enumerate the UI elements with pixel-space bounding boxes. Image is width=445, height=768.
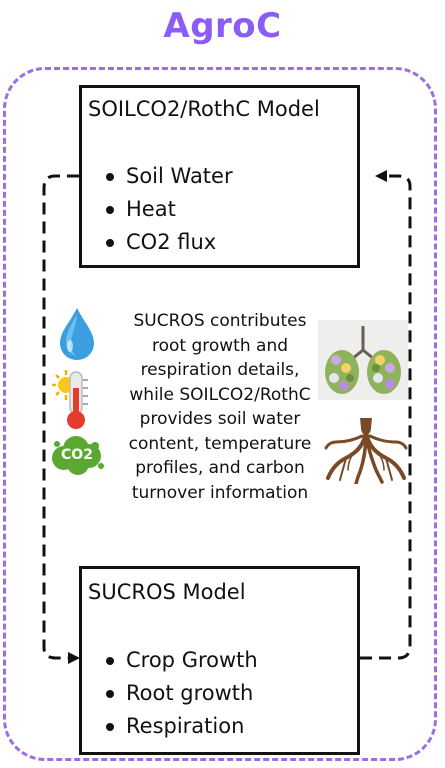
sucros-item-root: Root growth [102,677,258,710]
description-line: while SOILCO2/RothC [129,384,311,405]
arrow-sucros-to-soil [360,170,412,660]
agroc-frame [3,67,437,761]
soil-item-water: Soil Water [102,160,233,193]
sucros-model-list: Crop Growth Root growth Respiration [102,644,258,743]
soil-item-co2: CO2 flux [102,226,233,259]
soil-model-list: Soil Water Heat CO2 flux [102,160,233,259]
description-line: root growth and [151,335,289,356]
co2-icon-label: CO2 [61,447,93,463]
plant-lungs-icon [318,320,408,400]
co2-cloud-icon: CO2 [48,434,106,478]
sucros-model-box: SUCROS Model Crop Growth Root growth Res… [79,566,360,755]
description-line: turnover information [131,482,309,503]
diagram-title: AgroC [163,6,282,46]
description-line: SUCROS contributes [133,311,307,331]
roots-icon [324,418,408,484]
sucros-item-respiration: Respiration [102,710,258,743]
sucros-item-crop: Crop Growth [102,644,258,677]
sucros-model-title: SUCROS Model [88,580,246,604]
description-line: provides soil water [139,409,301,429]
soil-model-title: SOILCO2/RothC Model [88,97,320,121]
soil-model-box: SOILCO2/RothC Model Soil Water Heat CO2 … [79,85,360,268]
water-drop-icon [60,308,94,360]
description-line: profiles, and carbon [135,458,305,478]
thermometer-sun-icon [52,370,88,429]
description-text: SUCROS contributes root growth and respi… [110,309,330,505]
arrow-soil-to-sucros [42,174,80,664]
soil-item-heat: Heat [102,193,233,226]
description-line: respiration details, [140,360,300,380]
description-line: content, temperature [128,433,312,454]
